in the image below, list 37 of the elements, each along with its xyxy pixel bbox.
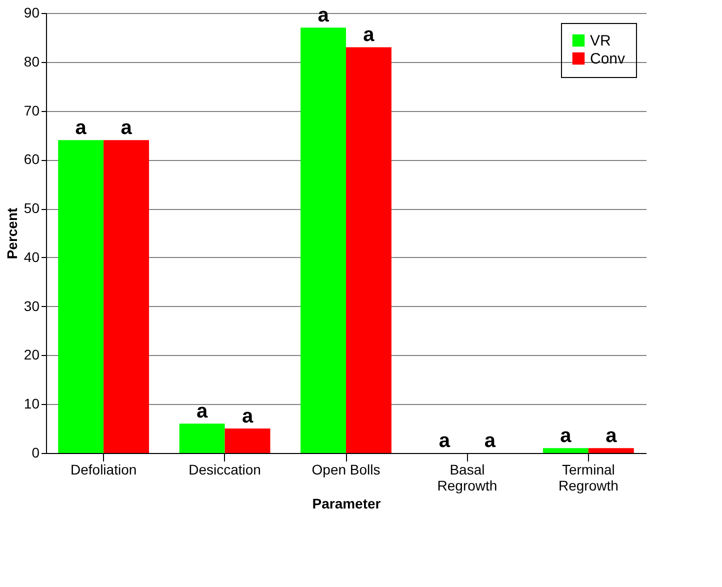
annotation: a [318,4,330,27]
legend-label: VR [590,32,612,50]
bar [104,140,150,453]
bar [346,47,392,453]
x-tick-label: Terminal Regrowth [558,462,618,494]
annotation: a [484,430,496,452]
y-tick-label: 60 [24,151,40,168]
annotation: a [606,425,618,448]
bar [300,28,346,453]
y-tick-label: 70 [24,102,40,118]
y-tick-label: 0 [32,444,40,460]
x-tick-label: Defoliation [70,462,137,478]
annotation: a [363,24,376,46]
annotation: a [438,430,451,452]
bar [58,140,104,453]
annotation: a [560,425,572,448]
annotation: a [242,406,254,428]
x-axis-title: Parameter [312,496,382,512]
annotation: a [120,117,133,140]
y-tick-label: 80 [24,53,40,70]
bar [588,448,634,453]
y-tick-label: 30 [24,298,40,314]
bar [179,424,225,453]
x-tick-label: Basal Regrowth [437,462,498,494]
annotation: a [196,400,208,423]
x-tick-label: Desiccation [188,462,261,478]
y-tick-label: 50 [24,200,40,216]
y-tick-label: 90 [24,4,40,20]
bar [224,428,270,453]
bar [542,448,588,453]
y-tick-label: 20 [24,346,40,363]
y-tick-label: 10 [24,396,40,412]
legend-label: Conv [590,50,626,68]
x-tick-label: Open Bolls [312,462,380,478]
y-tick-label: 40 [24,248,40,265]
annotation: a [75,117,88,140]
y-axis-title: Percent [4,207,20,260]
